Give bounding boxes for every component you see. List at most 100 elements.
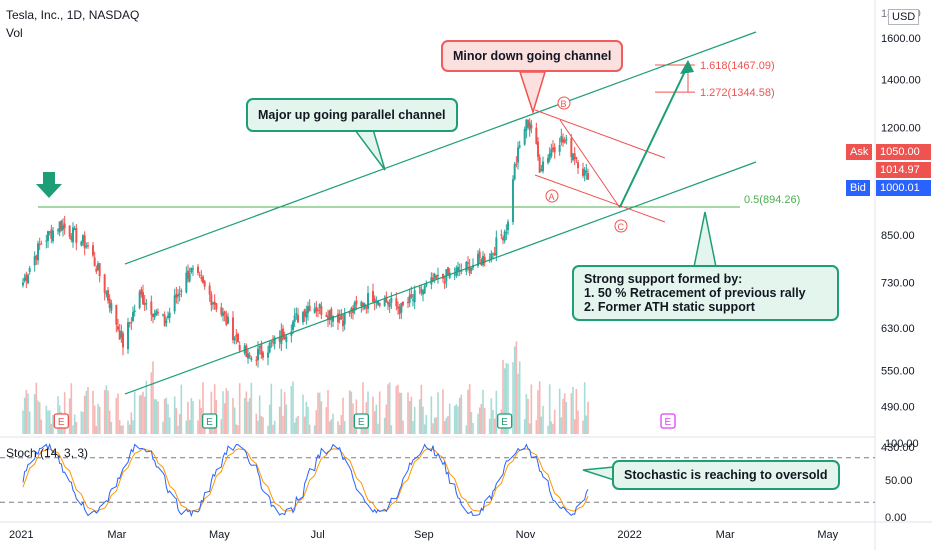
stochastic-note: Stochastic is reaching to oversold	[612, 460, 840, 490]
candle-body	[433, 273, 436, 279]
volume-bar	[420, 384, 423, 434]
candle-body	[133, 310, 136, 313]
volume-bar	[133, 391, 136, 434]
candle-body	[93, 257, 96, 266]
volume-bar	[320, 401, 323, 434]
volume-bar	[108, 410, 111, 434]
candle-body	[518, 145, 521, 148]
candle-body	[367, 293, 370, 309]
candle-body	[302, 311, 305, 323]
candle-body	[180, 290, 183, 292]
support-line-2: 1. 50 % Retracement of previous rally	[584, 286, 806, 300]
candle-body	[105, 292, 108, 295]
volume-bar	[233, 407, 236, 434]
volume-bar	[542, 405, 544, 434]
candle-body	[167, 315, 170, 318]
volume-bar	[198, 399, 201, 434]
candle-body	[63, 223, 66, 229]
volume-bar	[175, 408, 178, 434]
candle-body	[95, 268, 98, 272]
wave-circle	[614, 219, 628, 233]
time-axis-label: Sep	[414, 529, 434, 541]
candle-body	[308, 305, 311, 312]
volume-bar	[560, 417, 563, 434]
volume-bar	[540, 416, 543, 434]
volume-bar	[157, 401, 159, 434]
minor-channel-lower	[534, 174, 666, 223]
volume-bar	[550, 421, 553, 434]
volume-bar	[105, 385, 108, 434]
volume-bar	[302, 394, 304, 434]
volume-bar	[260, 415, 263, 434]
volume-bar	[295, 417, 298, 434]
volume-bar	[460, 394, 463, 434]
candle-body	[25, 274, 28, 281]
volume-bar	[290, 385, 293, 434]
candle-body	[570, 138, 573, 158]
volume-bar	[155, 399, 158, 434]
candle-body	[443, 281, 446, 284]
volume-bar	[63, 392, 66, 434]
volume-bar	[278, 406, 281, 434]
candle-body	[72, 227, 75, 243]
candle-body	[173, 295, 176, 312]
fib-label-1618: 1.618(1467.09)	[700, 60, 775, 72]
volume-bar	[185, 420, 188, 434]
volume-bar	[378, 391, 381, 434]
candle-body	[525, 119, 528, 131]
wave-label: B	[561, 99, 567, 109]
candle-body	[460, 270, 463, 272]
candle-body	[257, 348, 260, 361]
candle-body	[587, 173, 590, 180]
candle-body	[465, 261, 468, 272]
ath-down-arrow	[36, 172, 62, 198]
volume-bar	[38, 402, 41, 434]
volume-bar	[412, 421, 414, 434]
earnings-marker-label: E	[206, 417, 213, 428]
candle-body	[512, 179, 515, 223]
volume-bar	[48, 410, 51, 434]
volume-bar	[330, 419, 333, 434]
volume-bar	[507, 363, 509, 434]
volume-bar	[552, 423, 554, 434]
candle-body	[503, 231, 506, 241]
major-channel-note: Major up going parallel channel	[246, 98, 458, 132]
candle-body	[548, 153, 551, 160]
volume-bar	[525, 394, 528, 434]
bid-price: 1000.01	[876, 180, 931, 196]
fib-label-1272: 1.272(1344.58)	[700, 87, 775, 99]
minor-channel-upper	[534, 109, 666, 159]
candle-body	[290, 331, 293, 336]
candle-body	[565, 139, 568, 141]
volume-bar	[140, 394, 143, 434]
volume-bar	[413, 406, 416, 434]
candle-body	[375, 301, 378, 303]
volume-bar	[318, 392, 321, 434]
volume-bar	[315, 410, 318, 434]
candle-body	[273, 337, 276, 345]
candle-body	[155, 310, 158, 315]
volume-bar	[247, 401, 249, 434]
candle-body	[318, 304, 321, 309]
stoch-axis-label: 0.00	[885, 512, 906, 524]
volume-bar	[163, 398, 166, 434]
earnings-marker-label: E	[501, 417, 508, 428]
volume-bar	[237, 425, 239, 434]
volume-bar	[408, 401, 411, 434]
candle-body	[467, 262, 470, 264]
price-axis-label: 1600.00	[881, 33, 921, 45]
candle-body	[547, 158, 550, 163]
candle-body	[390, 297, 393, 303]
currency-label[interactable]: USD	[888, 9, 920, 25]
candle-body	[47, 231, 50, 241]
volume-bar	[150, 372, 153, 434]
volume-bar	[190, 398, 193, 434]
support-note: Strong support formed by: 1. 50 % Retrac…	[572, 265, 839, 321]
candle-body	[483, 256, 486, 263]
candle-body	[98, 263, 101, 277]
candle-body	[537, 141, 540, 157]
candle-body	[235, 334, 238, 337]
candle-body	[202, 276, 205, 283]
